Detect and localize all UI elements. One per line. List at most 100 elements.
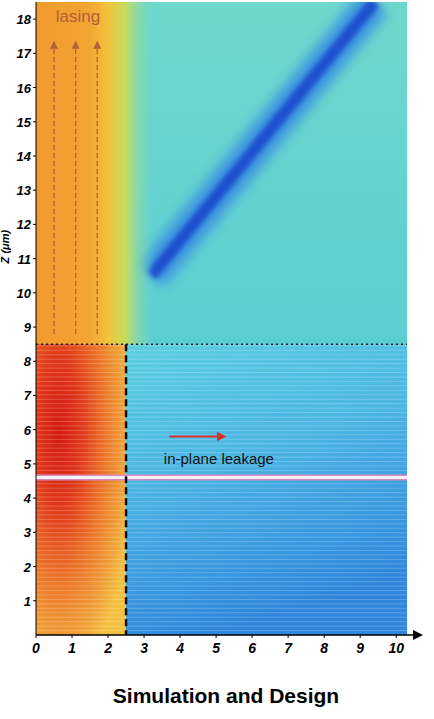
x-tick-label: 9 — [356, 640, 364, 656]
y-tick-label: 8 — [24, 354, 32, 369]
y-tick — [33, 292, 36, 293]
y-tick — [33, 87, 36, 88]
y-tick-label: 9 — [24, 320, 32, 335]
field — [36, 2, 407, 635]
dbr-layer — [36, 443, 407, 444]
dbr-layer — [36, 612, 407, 613]
y-tick — [33, 498, 36, 499]
dbr-layer — [36, 581, 407, 582]
y-tick — [33, 19, 36, 20]
dbr-layer — [36, 590, 407, 591]
y-tick — [33, 600, 36, 601]
y-tick-label: 4 — [23, 491, 32, 506]
x-tick — [324, 635, 325, 638]
dbr-layer — [36, 483, 407, 484]
lasing-arrow — [75, 45, 76, 334]
x-tick-label: 0 — [32, 640, 40, 656]
y-tick-label: 5 — [24, 457, 32, 472]
dbr-layer — [36, 372, 407, 373]
y-tick — [33, 155, 36, 156]
x-tick-label: 7 — [284, 640, 293, 656]
y-tick-label: 14 — [17, 149, 32, 164]
x-tick-label: 2 — [103, 640, 112, 656]
y-tick — [33, 395, 36, 396]
y-tick — [33, 190, 36, 191]
x-tick — [360, 635, 361, 638]
dbr-layer — [36, 537, 407, 538]
x-axis — [36, 634, 415, 636]
x-tick — [216, 635, 217, 638]
x-tick-label: 4 — [175, 640, 184, 656]
y-tick-label: 16 — [17, 81, 32, 96]
dbr-layer — [36, 394, 407, 395]
dbr-layer — [36, 546, 407, 547]
x-tick — [36, 635, 37, 638]
dbr-layer — [36, 563, 407, 564]
dbr-layer — [36, 497, 407, 498]
y-axis-title: Z (μm) — [0, 230, 11, 265]
y-tick — [33, 327, 36, 328]
dbr-layer — [36, 399, 407, 400]
dbr-layer — [36, 470, 407, 471]
x-tick-label: 3 — [140, 640, 148, 656]
dbr-layer — [36, 510, 407, 511]
cavity-top-line — [36, 343, 407, 345]
x-tick-label: 10 — [388, 640, 404, 656]
x-tick — [180, 635, 181, 638]
dbr-layer — [36, 528, 407, 529]
y-tick-label: 1 — [24, 594, 31, 609]
dbr-layer — [36, 488, 407, 489]
x-tick — [252, 635, 253, 638]
dbr-layer — [36, 439, 407, 440]
y-tick — [33, 532, 36, 533]
dbr-layer — [36, 514, 407, 515]
dbr-layer — [36, 599, 407, 600]
active-layer-edge — [36, 475, 407, 481]
y-tick-label: 11 — [18, 252, 32, 267]
streak — [151, 2, 374, 276]
leakage-region — [126, 344, 407, 635]
dbr-layer — [36, 603, 407, 604]
dbr-layer — [36, 403, 407, 404]
dbr-layer — [36, 345, 407, 346]
dbr-layer — [36, 577, 407, 578]
y-tick — [33, 258, 36, 259]
dbr-layer — [36, 408, 407, 409]
y-tick-label: 13 — [17, 183, 32, 198]
y-tick-label: 2 — [23, 560, 32, 575]
dbr-layer — [36, 359, 407, 360]
dbr-layer — [36, 363, 407, 364]
x-tick — [108, 635, 109, 638]
dbr-layer — [36, 350, 407, 351]
figure: lasingin-plane leakage123456789101112131… — [0, 0, 434, 719]
y-tick — [33, 361, 36, 362]
dbr-layer — [36, 448, 407, 449]
y-tick-label: 17 — [17, 46, 32, 61]
lasing-arrow — [97, 45, 98, 334]
x-tick — [288, 635, 289, 638]
dbr-layer — [36, 621, 407, 622]
y-tick — [33, 566, 36, 567]
dbr-layer — [36, 412, 407, 413]
dbr-layer — [36, 425, 407, 426]
dbr-layer — [36, 385, 407, 386]
x-tick-label: 1 — [68, 640, 76, 656]
lasing-beam — [36, 2, 155, 344]
y-tick-label: 10 — [17, 286, 32, 301]
background-field — [36, 2, 407, 635]
annotation: in-plane leakage — [164, 450, 274, 467]
dbr-layer — [36, 523, 407, 524]
dbr-layer — [36, 434, 407, 435]
streak-halo — [151, 2, 374, 276]
dbr-layer — [36, 586, 407, 587]
dbr-layer — [36, 572, 407, 573]
dbr-layer — [36, 506, 407, 507]
dbr-layer — [36, 550, 407, 551]
x-tick-label: 5 — [212, 640, 220, 656]
x-tick — [396, 635, 397, 638]
active-layer — [36, 476, 407, 479]
y-tick — [33, 429, 36, 430]
dbr-layer — [36, 626, 407, 627]
x-tick — [72, 635, 73, 638]
dbr-layer — [36, 501, 407, 502]
